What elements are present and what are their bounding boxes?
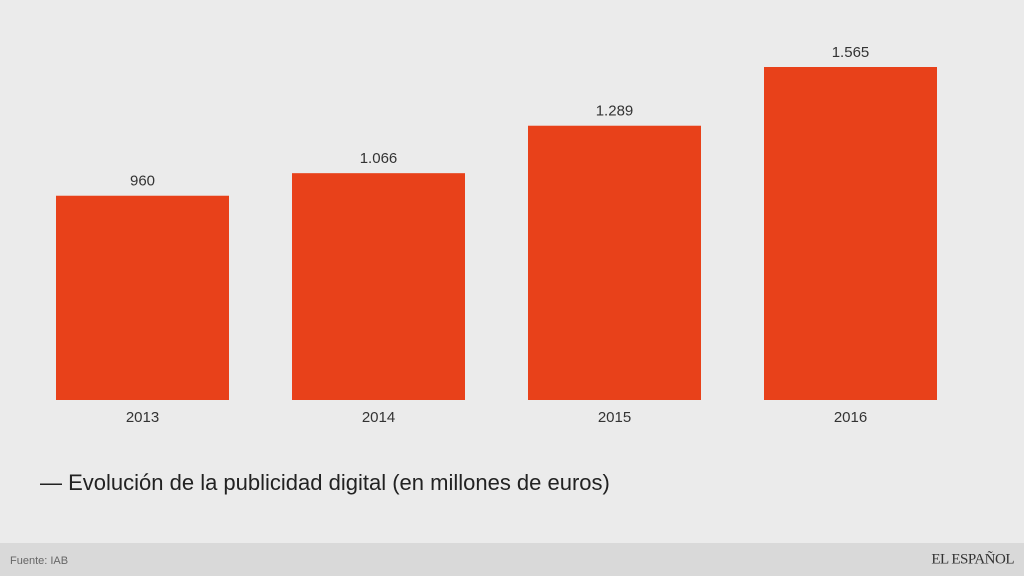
chart-title: — Evolución de la publicidad digital (en… [40, 470, 610, 495]
x-tick-label: 2014 [362, 409, 395, 426]
x-tick-label: 2013 [126, 409, 159, 426]
value-label: 1.066 [360, 150, 398, 167]
value-label: 1.565 [832, 44, 870, 61]
bar [528, 125, 701, 400]
bar [292, 173, 465, 400]
brand-logo: EL ESPAÑOL [931, 551, 1014, 567]
x-tick-label: 2015 [598, 409, 631, 426]
footer-bar [0, 543, 1024, 576]
bar [56, 195, 229, 400]
bar [764, 67, 937, 400]
source: Fuente: IAB [10, 555, 68, 567]
value-label: 960 [130, 173, 155, 190]
value-label: 1.289 [596, 103, 634, 120]
x-tick-label: 2016 [834, 409, 867, 426]
